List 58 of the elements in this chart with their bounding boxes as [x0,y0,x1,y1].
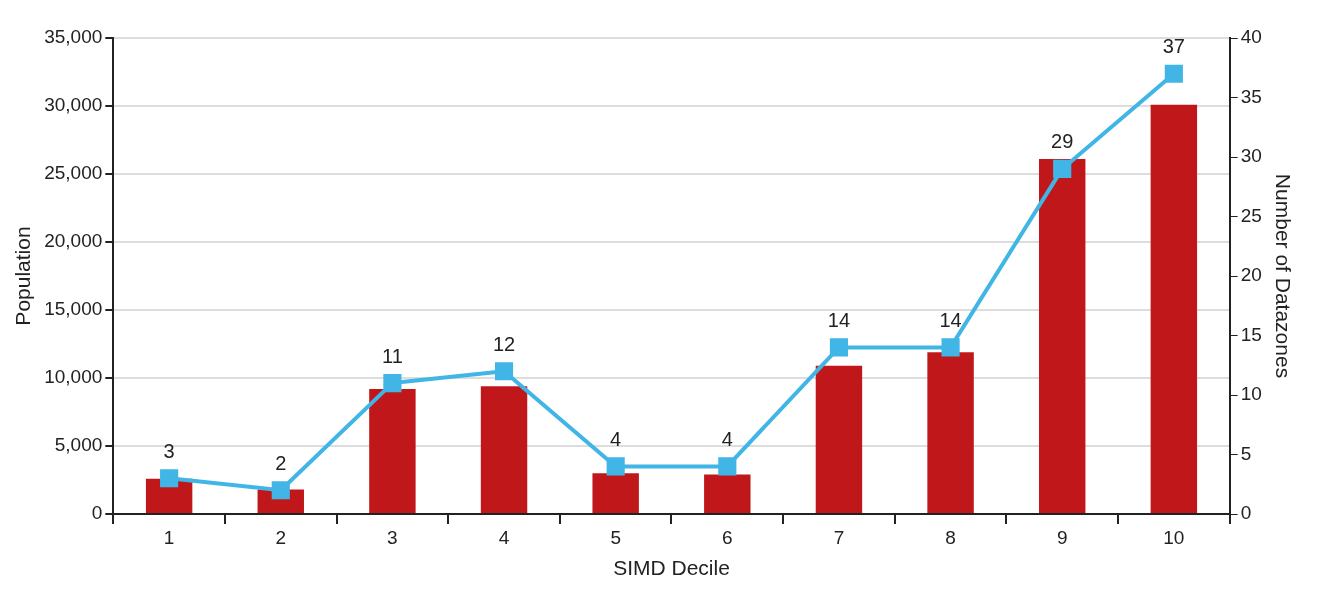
bar [1038,159,1086,513]
point [1164,64,1183,83]
bar [369,388,416,513]
x-tick-label: 9 [1056,526,1068,548]
x-axis-title: SIMD Decile [613,556,730,580]
data-label: 12 [492,332,516,355]
point [606,457,625,476]
y-tick-label: 20,000 [44,230,103,252]
data-label: 37 [1162,35,1185,58]
y2-tick-label: 25 [1240,204,1262,226]
bar [480,386,528,513]
y2-tick-label: 5 [1240,442,1252,464]
point [941,338,960,357]
x-tick-label: 3 [387,526,398,548]
y-tick-label: 10,000 [44,366,103,388]
y2-tick-label: 10 [1240,383,1262,405]
point [494,362,514,381]
x-tick-label: 10 [1163,526,1185,548]
bar [927,352,974,513]
bar [592,473,639,513]
data-label: 4 [721,427,733,450]
y-tick-label: 30,000 [44,94,103,116]
data-label: 14 [939,308,962,331]
point [718,457,737,476]
bar [704,474,751,513]
y2-tick-label: 35 [1240,85,1262,107]
y-tick-label: 25,000 [44,162,103,184]
x-tick-label: 7 [833,526,845,548]
y-tick-label: 0 [91,502,103,524]
x-tick-label: 8 [945,526,956,548]
y2-tick-label: 30 [1240,145,1262,167]
y-tick-label: 5,000 [54,434,103,456]
data-label: 11 [382,344,403,367]
y2-tick-label: 20 [1240,264,1262,286]
point [383,374,402,393]
x-tick-label: 1 [163,526,175,548]
data-label: 4 [610,427,622,450]
x-tick-label: 6 [722,526,733,548]
point [271,481,290,500]
point [160,469,179,488]
data-label: 2 [275,451,287,474]
y-tick-label: 15,000 [44,298,103,320]
x-tick-label: 4 [498,526,510,548]
y2-tick-label: 0 [1240,502,1252,524]
y-tick-label: 35,000 [44,26,103,48]
point [1053,159,1072,178]
x-tick-label: 5 [610,526,621,548]
y2-tick-label: 15 [1240,323,1262,345]
data-label: 14 [827,308,851,331]
bar [1150,104,1198,513]
data-label: 29 [1051,130,1074,153]
y2-tick-label: 40 [1240,26,1262,48]
data-label: 3 [163,439,175,462]
y-axis-title: Population [11,226,35,326]
x-tick-label: 2 [275,526,287,548]
y2-axis-title: Number of Datazones [1271,173,1295,379]
bar [815,365,863,513]
point [829,338,849,357]
